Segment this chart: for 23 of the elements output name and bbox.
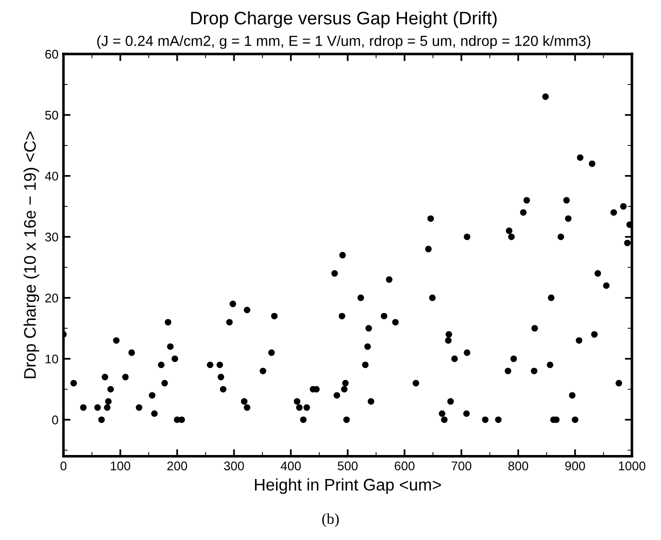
x-tick-label: 200 [167,461,188,470]
y-tick-label: 40 [44,172,58,181]
y-tick-label: 10 [46,354,58,364]
x-tick-label: 400 [280,461,301,470]
x-axis-title: Height in Print Gap <um> [255,478,441,494]
x-tick-label: 500 [338,461,358,470]
y-tick-label: 50 [45,110,58,120]
x-tick-label: 100 [110,461,130,470]
x-tick-label: 800 [508,461,528,470]
x-tick-label: 700 [452,461,472,470]
x-tick-label: 1000 [618,461,646,470]
y-tick-label: 30 [45,232,58,242]
x-tick-label: 900 [565,461,586,470]
y-tick-label: 0 [52,416,58,424]
x-tick-label: 600 [394,461,414,470]
y-tick-label: 20 [45,294,58,302]
chart-title: Drop Charge versus Gap Height (Drift) [191,11,497,28]
x-tick-label: 0 [60,461,66,470]
y-tick-label: 60 [45,50,58,59]
y-axis-title: Drop Charge (10 x 16e − 19) <C> [24,132,40,378]
x-tick-label: 300 [224,461,244,470]
chart-subtitle: (J = 0.24 mA/cm2, g = 1 mm, E = 1 V/um, rdrop = 5 um, ndrop = 120 k/mm3) [97,35,590,49]
text: (b) [322,513,339,528]
